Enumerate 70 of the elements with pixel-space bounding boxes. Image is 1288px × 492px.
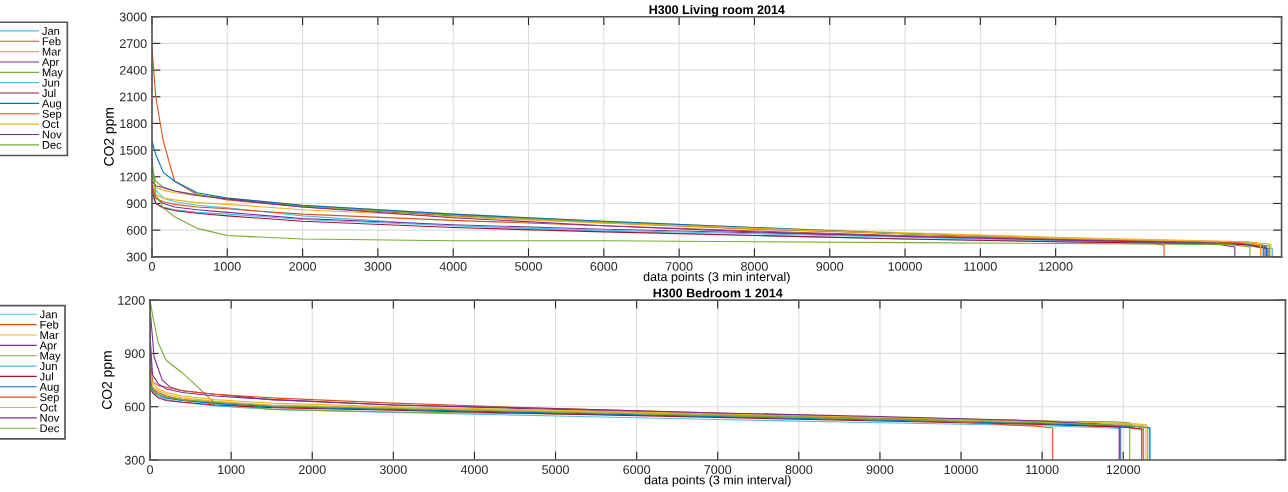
- legend-label: Apr: [39, 341, 57, 352]
- y-axis-title: CO2 ppm: [102, 351, 115, 410]
- legend-label: Nov: [42, 130, 62, 139]
- x-tick-label: 9000: [866, 465, 894, 475]
- x-tick-label: 12000: [1039, 262, 1073, 271]
- x-tick-label: 11000: [964, 262, 997, 271]
- legend-label: Jan: [42, 27, 60, 35]
- legend-label: Oct: [42, 120, 60, 129]
- y-tick-label: 1200: [120, 172, 147, 182]
- x-tick-label: 2000: [289, 262, 317, 271]
- x-tick-label: 12000: [1106, 465, 1141, 475]
- y-tick-label: 600: [124, 402, 145, 412]
- x-tick-label: 4000: [460, 465, 488, 475]
- legend-label: Dec: [42, 141, 62, 149]
- legend-label: Jun: [39, 362, 57, 371]
- chart-title: H300 Bedroom 1 2014: [653, 288, 783, 298]
- y-tick-label: 1200: [118, 295, 145, 305]
- x-tick-label: 11000: [1026, 465, 1059, 475]
- y-tick-label: 1800: [120, 119, 147, 129]
- y-tick-label: 900: [124, 349, 145, 359]
- x-tick-label: 7000: [704, 465, 732, 475]
- y-tick-label: 300: [126, 252, 147, 262]
- x-tick-label: 5000: [515, 262, 542, 271]
- legend-label: Apr: [41, 58, 60, 69]
- y-tick-label: 2100: [119, 92, 147, 102]
- y-tick-label: 2400: [119, 65, 147, 75]
- legend-label: Aug: [39, 383, 59, 393]
- y-tick-label: 900: [126, 199, 147, 209]
- x-tick-label: 4000: [439, 262, 467, 271]
- x-tick-label: 1000: [214, 262, 241, 271]
- legend-label: Nov: [40, 414, 60, 422]
- legend-label: Aug: [41, 99, 61, 110]
- x-tick-label: 3000: [379, 465, 407, 475]
- x-tick-label: 6000: [590, 262, 618, 271]
- x-axis-title: data points (3 min interval): [643, 271, 790, 284]
- legend-label: Sep: [42, 109, 62, 120]
- chart-title: H300 Living room 2014: [649, 4, 785, 17]
- y-tick-label: 3000: [119, 12, 147, 22]
- x-tick-label: 7000: [665, 262, 693, 271]
- legend-label: May: [42, 68, 63, 79]
- legend-label: Feb: [40, 320, 59, 329]
- x-tick-label: 1000: [218, 465, 245, 475]
- legend-label: Mar: [42, 47, 61, 56]
- x-tick-label: 8000: [741, 262, 768, 271]
- x-tick-label: 0: [147, 465, 154, 475]
- y-tick-label: 2700: [119, 39, 147, 49]
- x-tick-label: 8000: [785, 465, 813, 475]
- x-tick-label: 6000: [623, 465, 651, 475]
- legend-label: Sep: [40, 393, 59, 404]
- legend-label: Jul: [42, 88, 56, 98]
- y-tick-label: 600: [126, 225, 147, 235]
- x-tick-label: 10000: [888, 262, 922, 271]
- y-tick-label: 1500: [120, 145, 147, 155]
- x-tick-label: 5000: [542, 465, 569, 475]
- x-tick-label: 3000: [364, 262, 392, 271]
- legend-label: Jun: [42, 78, 60, 87]
- legend-label: Feb: [42, 37, 61, 46]
- x-tick-label: 10000: [944, 465, 978, 475]
- x-tick-label: 2000: [298, 465, 326, 475]
- legend-label: Jul: [39, 372, 54, 381]
- legend-label: Jan: [39, 310, 57, 319]
- y-axis-title: CO2 ppm: [103, 107, 117, 166]
- y-tick-label: 300: [124, 455, 145, 465]
- x-axis-title: data points (3 min interval): [644, 475, 791, 487]
- x-tick-label: 0: [149, 262, 155, 271]
- legend-label: Mar: [40, 331, 59, 339]
- legend-label: Oct: [40, 403, 57, 412]
- x-tick-label: 9000: [816, 262, 844, 271]
- legend-label: May: [40, 351, 61, 362]
- legend-label: Dec: [40, 424, 60, 433]
